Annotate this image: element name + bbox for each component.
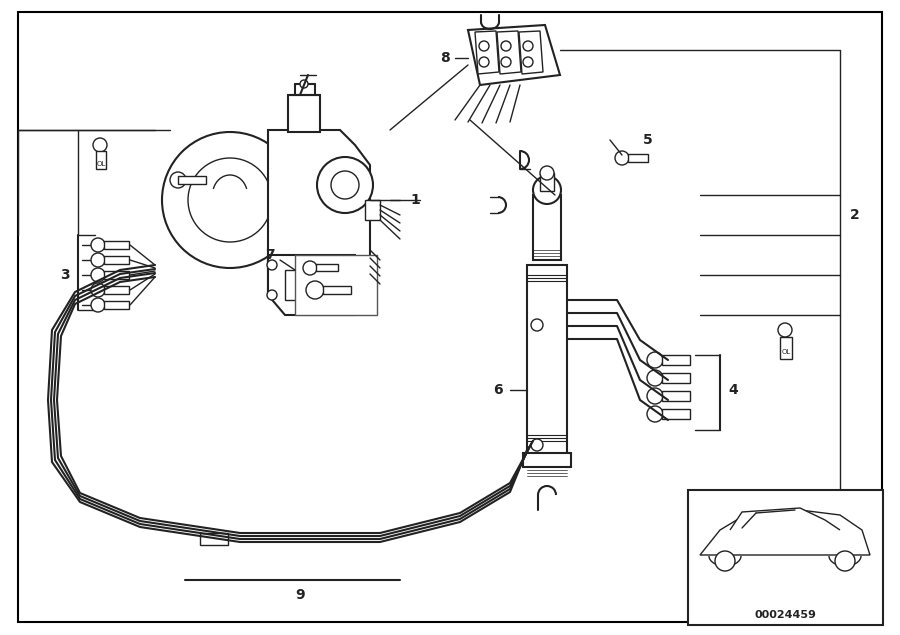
Circle shape — [778, 323, 792, 337]
Text: 3: 3 — [60, 268, 70, 282]
Bar — [527, 265, 567, 455]
Circle shape — [343, 290, 353, 300]
Bar — [104, 286, 129, 294]
Polygon shape — [730, 508, 840, 530]
Bar — [688, 490, 883, 625]
Bar — [628, 154, 648, 162]
Circle shape — [523, 41, 533, 51]
Circle shape — [647, 352, 663, 368]
Circle shape — [91, 298, 105, 312]
Circle shape — [531, 319, 543, 331]
Circle shape — [267, 290, 277, 300]
Polygon shape — [288, 95, 320, 132]
Polygon shape — [468, 25, 560, 85]
Circle shape — [162, 132, 298, 268]
Circle shape — [93, 138, 107, 152]
Circle shape — [647, 388, 663, 404]
Circle shape — [647, 370, 663, 386]
Polygon shape — [497, 31, 521, 74]
Circle shape — [188, 158, 272, 242]
Circle shape — [170, 172, 186, 188]
Text: 4: 4 — [728, 383, 738, 397]
Bar — [104, 271, 129, 279]
Polygon shape — [268, 130, 370, 290]
Text: OL: OL — [781, 349, 790, 355]
Circle shape — [91, 238, 105, 252]
Circle shape — [479, 41, 489, 51]
Circle shape — [523, 57, 533, 67]
Bar — [104, 241, 129, 249]
Circle shape — [267, 260, 277, 270]
Bar — [316, 264, 338, 271]
Bar — [662, 391, 690, 401]
Polygon shape — [268, 255, 355, 315]
Bar — [285, 270, 320, 300]
Bar — [523, 453, 571, 467]
Circle shape — [835, 551, 855, 571]
Circle shape — [91, 253, 105, 267]
Circle shape — [647, 406, 663, 422]
Bar — [540, 173, 554, 191]
Polygon shape — [519, 31, 543, 74]
Bar — [96, 151, 106, 169]
Bar — [323, 286, 351, 294]
Text: 9: 9 — [295, 588, 305, 602]
Circle shape — [91, 283, 105, 297]
Text: 5: 5 — [644, 133, 652, 147]
Text: 1: 1 — [410, 193, 420, 207]
Polygon shape — [700, 510, 870, 555]
Text: 6: 6 — [493, 383, 503, 397]
Circle shape — [540, 166, 554, 180]
Text: OL: OL — [96, 161, 105, 167]
Bar — [662, 409, 690, 419]
Text: 8: 8 — [440, 51, 450, 65]
Bar — [104, 256, 129, 264]
Bar — [295, 255, 377, 315]
Circle shape — [533, 176, 561, 204]
Circle shape — [91, 268, 105, 282]
Circle shape — [715, 551, 735, 571]
Polygon shape — [475, 31, 499, 74]
Text: 00024459: 00024459 — [754, 610, 816, 620]
Circle shape — [317, 157, 373, 213]
Text: 7: 7 — [266, 248, 274, 262]
Bar — [533, 195, 561, 260]
Bar — [200, 533, 228, 545]
Circle shape — [300, 80, 308, 88]
Circle shape — [306, 281, 324, 299]
Circle shape — [501, 57, 511, 67]
Bar — [104, 301, 129, 309]
Text: 2: 2 — [850, 208, 860, 222]
Bar — [662, 373, 690, 383]
Circle shape — [303, 261, 317, 275]
Circle shape — [331, 171, 359, 199]
Bar — [365, 200, 380, 220]
Circle shape — [479, 57, 489, 67]
Bar — [662, 355, 690, 365]
Circle shape — [531, 439, 543, 451]
Bar — [780, 337, 792, 359]
Circle shape — [615, 151, 629, 165]
Bar — [178, 176, 206, 184]
Circle shape — [501, 41, 511, 51]
